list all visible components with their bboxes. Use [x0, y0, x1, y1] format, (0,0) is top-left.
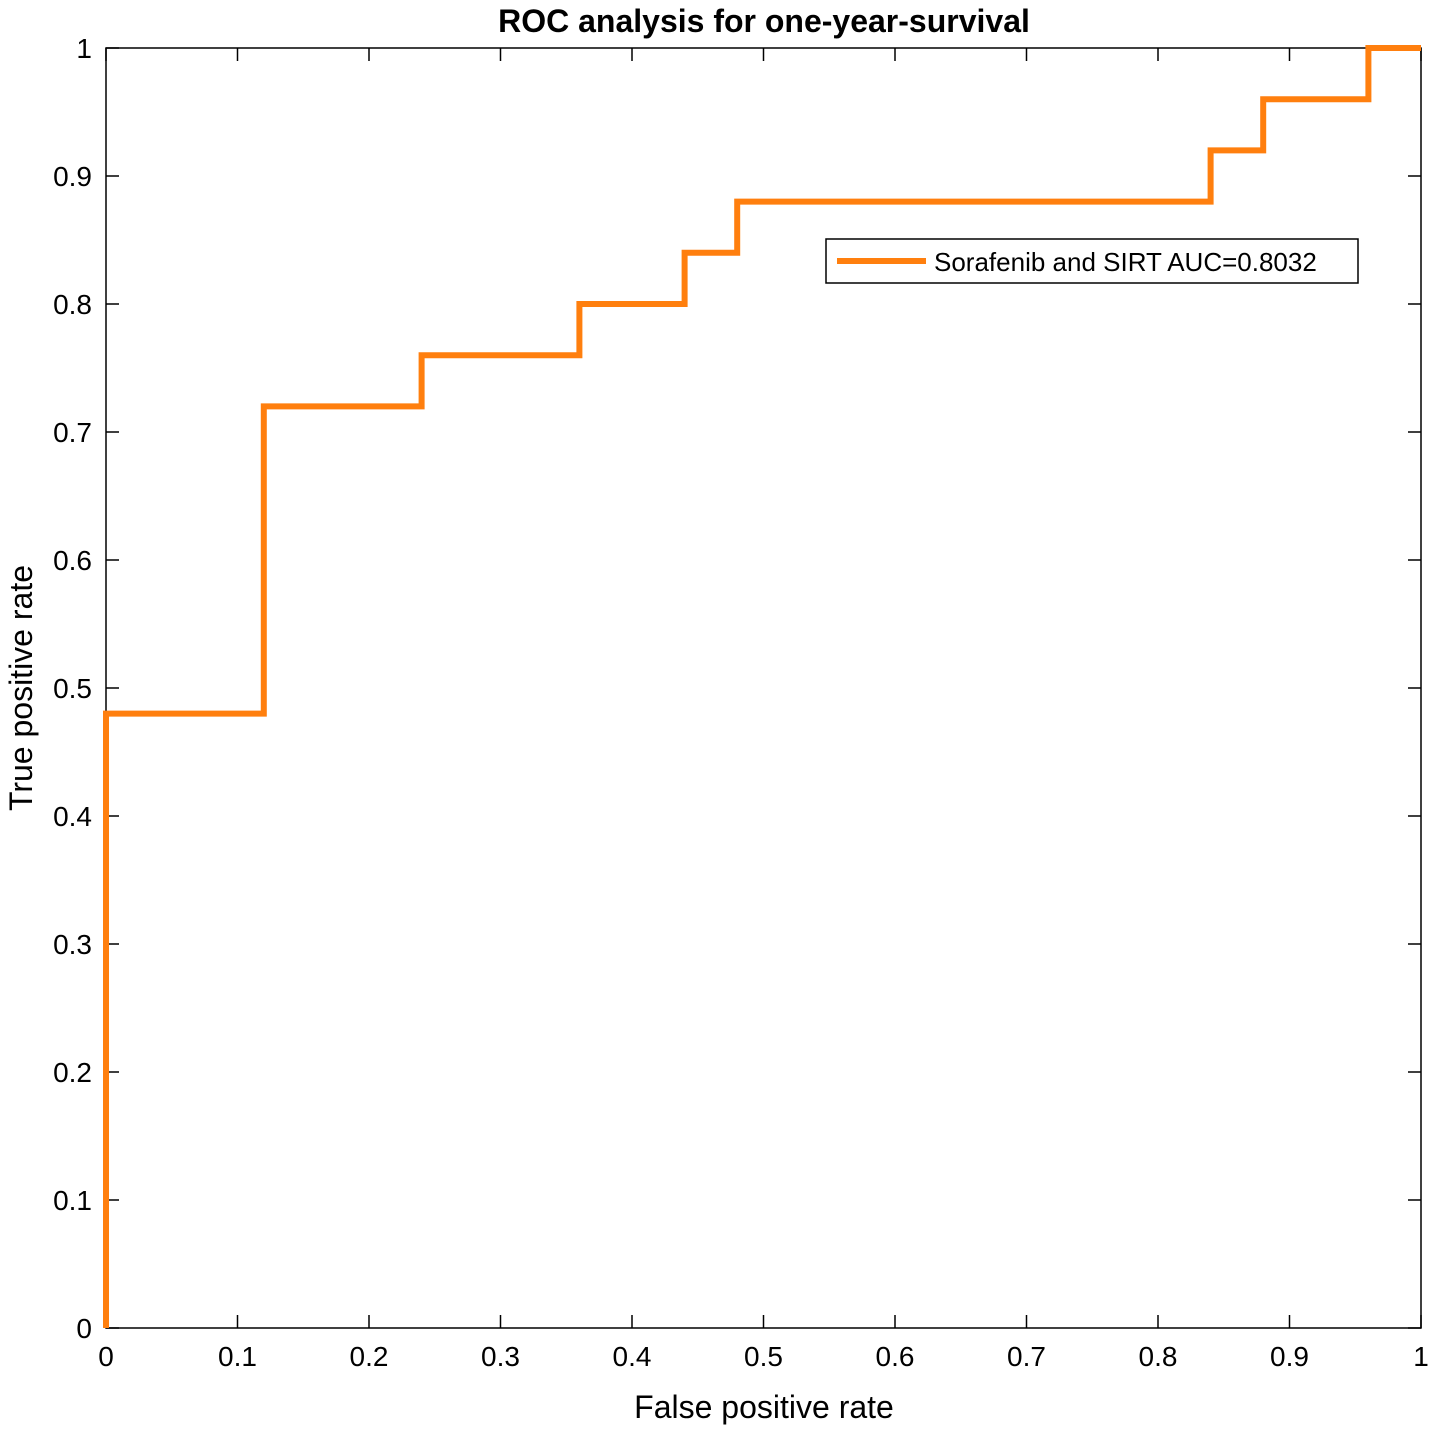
x-tick-label: 0.4 — [613, 1341, 652, 1372]
x-tick-label: 0.9 — [1270, 1341, 1309, 1372]
x-tick-label: 0.3 — [481, 1341, 520, 1372]
y-tick-label: 0 — [76, 1313, 92, 1344]
y-tick-label: 0.9 — [53, 161, 92, 192]
plot-area: 0 0.1 0.2 0.3 0.4 0.5 0.6 0.7 0.8 0.9 1 0 0.1 0.2 0.3 0… — [53, 33, 1429, 1372]
y-axis-label: True positive rate — [3, 565, 39, 811]
y-tick-label: 0.7 — [53, 417, 92, 448]
y-tick-label: 0.3 — [53, 929, 92, 960]
legend-label: Sorafenib and SIRT AUC=0.8032 — [934, 247, 1317, 277]
x-tick-label: 0.1 — [218, 1341, 257, 1372]
roc-curve-line — [103, 45, 1421, 1328]
y-tick-label: 0.5 — [53, 673, 92, 704]
y-tick-label: 0.4 — [53, 801, 92, 832]
y-tick-label: 1 — [76, 33, 92, 64]
x-tick-label: 0.5 — [744, 1341, 783, 1372]
y-tick-label: 0.2 — [53, 1057, 92, 1088]
y-tick-label: 0.8 — [53, 289, 92, 320]
x-tick-label: 1 — [1413, 1341, 1429, 1372]
x-tick-label: 0.7 — [1007, 1341, 1046, 1372]
y-tick-label: 0.1 — [53, 1185, 92, 1216]
legend: Sorafenib and SIRT AUC=0.8032 — [825, 238, 1359, 284]
x-tick-label: 0 — [98, 1341, 114, 1372]
y-tick-label: 0.6 — [53, 545, 92, 576]
x-axis-label: False positive rate — [634, 1389, 894, 1425]
x-tick-label: 0.6 — [876, 1341, 915, 1372]
chart-title: ROC analysis for one-year-survival — [498, 3, 1030, 39]
x-tick-label: 0.8 — [1139, 1341, 1178, 1372]
x-tick-label: 0.2 — [350, 1341, 389, 1372]
